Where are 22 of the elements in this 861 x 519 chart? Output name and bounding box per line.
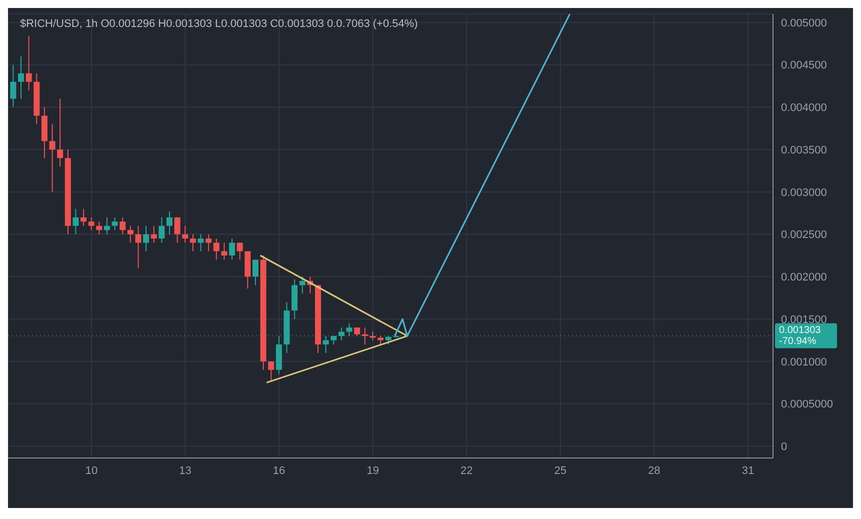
x-tick-label: 10 xyxy=(85,464,98,477)
chart-title: $RICH/USD, 1h O0.001296 H0.001303 L0.001303 C0.001303 0.0.7063 (+0.54%) xyxy=(20,18,418,30)
y-tick-label: 0.003000 xyxy=(781,186,827,199)
y-tick-label: 0.001000 xyxy=(781,356,827,368)
y-tick-label: 0.005000 xyxy=(781,17,827,30)
y-tick-label: 0 xyxy=(781,441,788,454)
y-tick-label: 0.003500 xyxy=(781,144,827,156)
x-tick-label: 31 xyxy=(742,464,754,477)
x-tick-label: 16 xyxy=(272,464,286,477)
y-tick-label: 0.0005000 xyxy=(781,398,833,411)
y-tick-label: 0.004000 xyxy=(781,102,827,114)
y-tick-label: 0.004500 xyxy=(781,60,827,72)
x-tick-label: 25 xyxy=(554,464,567,477)
x-tick-label: 28 xyxy=(648,464,660,477)
x-tick-label: 22 xyxy=(460,464,473,477)
y-tick-label: 0.001500 xyxy=(781,314,827,326)
ref-line-label: 0.001303 xyxy=(779,325,822,336)
x-tick-label: 13 xyxy=(179,464,192,477)
y-tick-label: 0.002500 xyxy=(781,229,827,242)
y-tick-label: 0.002000 xyxy=(781,272,827,284)
text: -70.94% xyxy=(779,336,816,348)
x-tick-label: 19 xyxy=(366,464,379,477)
